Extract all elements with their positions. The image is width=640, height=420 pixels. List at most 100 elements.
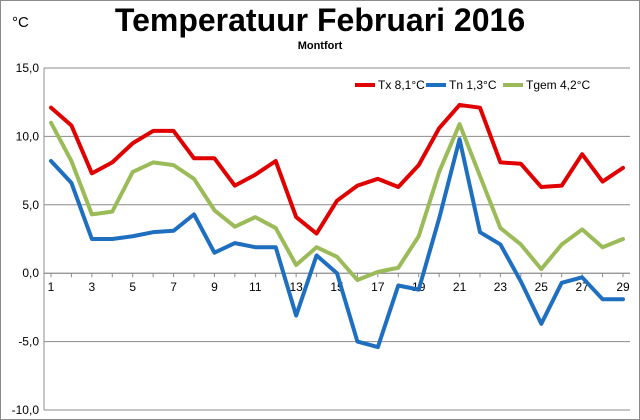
data-point	[151, 129, 155, 133]
y-tick-label: 10,0	[16, 129, 40, 143]
data-point	[621, 166, 625, 170]
y-unit-label: °C	[12, 14, 29, 31]
data-point	[560, 184, 563, 187]
data-point	[90, 237, 94, 241]
data-point	[437, 126, 441, 130]
data-point	[274, 226, 277, 230]
data-point	[458, 122, 461, 126]
data-point	[49, 121, 53, 124]
y-tick-label: 5,0	[22, 198, 39, 212]
data-point	[397, 185, 400, 189]
data-point	[131, 142, 134, 145]
x-tick-label: 17	[371, 280, 385, 294]
x-tick-label: 3	[89, 280, 96, 294]
data-point	[397, 266, 400, 269]
data-point	[580, 152, 584, 156]
data-point	[49, 106, 53, 109]
legend-label-0: Tx 8,1°C	[378, 78, 425, 92]
data-point	[213, 157, 216, 160]
data-point	[233, 184, 237, 187]
data-point	[274, 246, 277, 249]
data-point	[192, 213, 196, 216]
data-point	[356, 278, 359, 282]
data-point	[437, 170, 441, 174]
y-tick-label: -5,0	[18, 335, 39, 349]
data-point	[233, 241, 237, 245]
data-point	[356, 184, 359, 187]
data-point	[478, 106, 482, 109]
data-point	[540, 185, 543, 189]
data-point	[437, 217, 441, 220]
x-tick-label: 13	[289, 280, 303, 294]
data-point	[192, 157, 196, 160]
data-point	[315, 254, 318, 257]
data-point	[172, 163, 175, 167]
data-point	[192, 177, 196, 181]
data-point	[458, 137, 461, 141]
y-tick-labels: 15,0 10,0 5,0 0,0 -5,0 -10,0	[12, 61, 40, 417]
data-point	[131, 235, 134, 238]
data-point	[560, 243, 563, 246]
data-point	[499, 243, 502, 246]
chart-subtitle: Montfort	[297, 40, 343, 52]
data-point	[172, 129, 175, 133]
data-point	[294, 314, 298, 317]
data-point	[519, 243, 523, 246]
data-point	[540, 322, 543, 326]
data-point	[519, 280, 523, 283]
data-point	[111, 161, 114, 164]
x-tick-label: 25	[535, 280, 549, 294]
data-point	[621, 297, 625, 301]
data-point	[172, 229, 175, 232]
data-point	[335, 199, 339, 202]
data-point	[49, 159, 53, 163]
data-point	[254, 173, 257, 176]
gridlines	[44, 67, 630, 411]
axes	[43, 68, 630, 410]
data-point	[397, 284, 400, 287]
data-point	[499, 161, 502, 164]
legend: Tx 8,1°C Tn 1,3°C Tgem 4,2°C	[355, 78, 590, 92]
x-tick-label: 23	[494, 280, 508, 294]
chart-title: Temperatuur Februari 2016	[114, 2, 526, 38]
x-tick-label: 11	[249, 280, 262, 294]
data-point	[417, 163, 420, 167]
data-point	[111, 210, 114, 213]
data-point	[601, 246, 604, 249]
data-point	[70, 124, 73, 127]
data-point	[213, 251, 216, 254]
data-point	[335, 255, 339, 258]
data-point	[540, 267, 543, 271]
data-point	[560, 281, 563, 284]
data-point	[601, 180, 604, 183]
data-point	[478, 174, 482, 178]
legend-label-1: Tn 1,3°C	[449, 78, 497, 92]
data-point	[580, 228, 584, 231]
data-point	[151, 230, 155, 234]
data-point	[90, 213, 94, 216]
data-point	[274, 159, 277, 163]
data-point	[356, 340, 359, 343]
data-point	[294, 215, 298, 219]
x-tick-label: 29	[616, 280, 630, 294]
data-point	[254, 246, 257, 249]
data-point	[70, 159, 73, 163]
data-point	[458, 103, 461, 107]
data-point	[417, 235, 420, 238]
data-point	[499, 226, 502, 230]
data-point	[151, 161, 155, 164]
x-tick-label: 7	[170, 280, 177, 294]
data-point	[417, 288, 420, 291]
y-tick-label: 15,0	[16, 61, 40, 75]
x-tick-label: 5	[129, 280, 136, 294]
data-point	[335, 272, 339, 275]
data-point	[254, 215, 257, 219]
data-point	[376, 345, 380, 349]
data-point	[519, 162, 523, 165]
data-point	[601, 297, 604, 301]
data-point	[315, 246, 318, 249]
data-point	[131, 170, 134, 174]
x-tick-label: 1	[48, 280, 55, 294]
